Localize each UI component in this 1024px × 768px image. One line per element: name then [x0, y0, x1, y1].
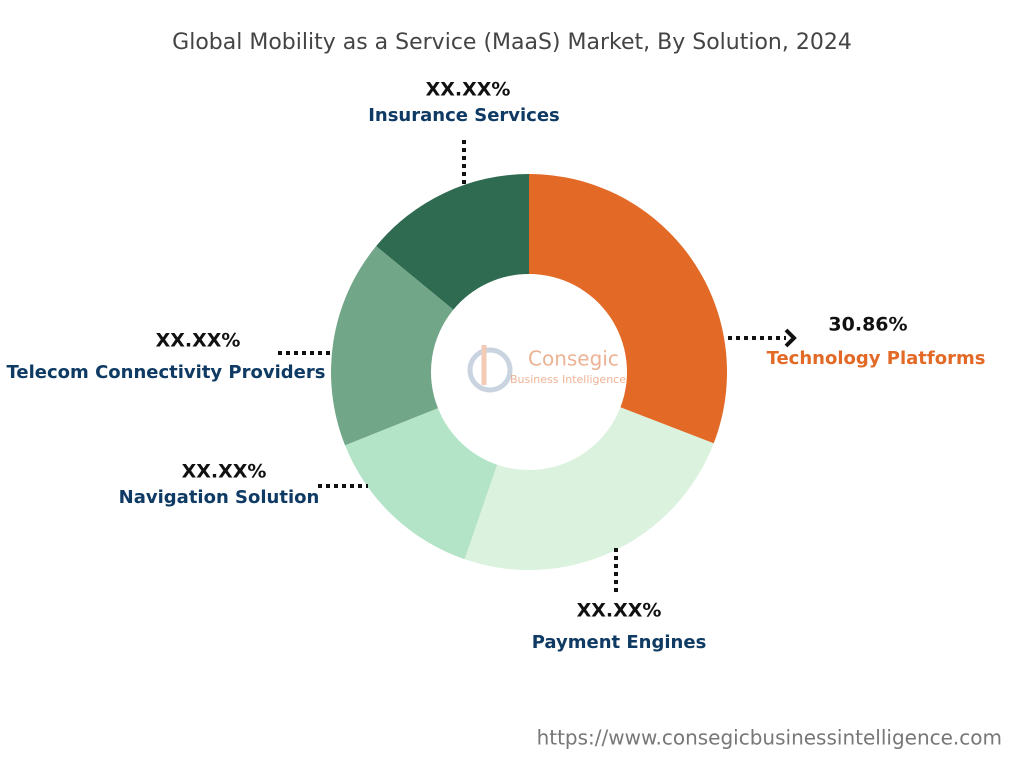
category-label: Insurance Services — [368, 105, 560, 126]
watermark-subtitle: Business Intelligence — [510, 373, 626, 386]
value-label: XX.XX% — [577, 600, 662, 622]
watermark: Consegic — [528, 347, 619, 371]
category-label: Technology Platforms — [767, 348, 986, 369]
logo-icon — [467, 345, 513, 393]
donut-segment — [529, 173, 728, 444]
donut-segment — [345, 408, 498, 560]
category-label: Navigation Solution — [119, 487, 320, 508]
donut-segment — [376, 174, 529, 310]
value-label: XX.XX% — [182, 461, 267, 483]
category-label: Telecom Connectivity Providers — [7, 362, 326, 383]
value-label: XX.XX% — [156, 330, 241, 352]
value-label: 30.86% — [828, 314, 907, 336]
chart-title: Global Mobility as a Service (MaaS) Mark… — [172, 30, 852, 55]
leader-arrow — [784, 328, 797, 348]
donut-segment — [464, 407, 714, 570]
category-label: Payment Engines — [532, 632, 707, 653]
value-label: XX.XX% — [426, 79, 511, 101]
labels: 30.86% Technology Platforms XX.XX% Payment … — [7, 79, 986, 654]
source: https://www.consegicbusinessintelligence… — [537, 726, 1002, 750]
donut-segment — [331, 246, 454, 446]
